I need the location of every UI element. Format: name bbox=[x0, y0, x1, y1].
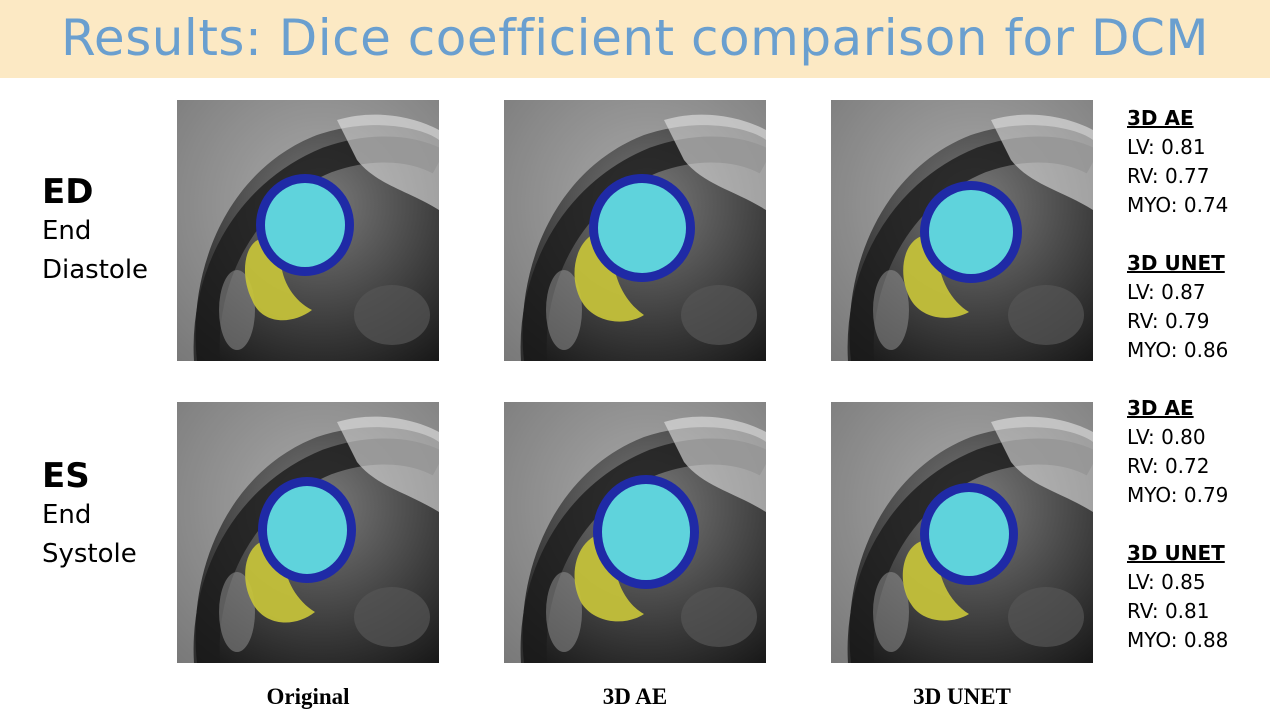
mri-panel-ed-3d-unet bbox=[831, 100, 1093, 361]
score-rv: RV: 0.81 bbox=[1127, 599, 1210, 623]
score-header: 3D AE bbox=[1127, 106, 1194, 130]
lv-segmentation bbox=[267, 486, 347, 574]
mri-image bbox=[177, 402, 439, 663]
score-myo: MYO: 0.79 bbox=[1127, 483, 1229, 507]
row-label-es: ES End Systole bbox=[42, 456, 137, 574]
score-rv: RV: 0.72 bbox=[1127, 454, 1210, 478]
scores-ed: 3D AE LV: 0.81 RV: 0.77 MYO: 0.74 3D UNE… bbox=[1127, 104, 1228, 365]
rv-segmentation bbox=[903, 235, 969, 318]
caption-original: Original bbox=[266, 684, 350, 709]
lv-segmentation bbox=[265, 183, 345, 267]
row-line: End bbox=[42, 216, 92, 246]
slide-title: Results: Dice coefficient comparison for… bbox=[60, 9, 1210, 67]
mri-panel-es-original bbox=[177, 402, 439, 663]
mri-panel-ed-3d-ae bbox=[504, 100, 766, 361]
caption-3d-ae: 3D AE bbox=[602, 684, 668, 709]
rv-segmentation bbox=[245, 540, 315, 623]
title-banner bbox=[0, 0, 1270, 78]
row-abbr: ES bbox=[42, 456, 90, 496]
rv-segmentation bbox=[574, 230, 644, 322]
row-label-ed: ED End Diastole bbox=[42, 172, 148, 290]
score-rv: RV: 0.79 bbox=[1127, 309, 1210, 333]
row-line: Diastole bbox=[42, 255, 149, 285]
mri-panel-es-3d-ae bbox=[504, 402, 766, 663]
score-header: 3D UNET bbox=[1127, 541, 1225, 565]
mri-image bbox=[831, 100, 1093, 361]
mri-image bbox=[504, 402, 766, 663]
scores-es: 3D AE LV: 0.80 RV: 0.72 MYO: 0.79 3D UNE… bbox=[1127, 394, 1228, 655]
score-lv: LV: 0.81 bbox=[1127, 135, 1206, 159]
mri-image bbox=[831, 402, 1093, 663]
row-line: End bbox=[42, 500, 92, 530]
rv-segmentation bbox=[902, 539, 969, 621]
score-myo: MYO: 0.88 bbox=[1127, 628, 1229, 652]
mri-panel-ed-original bbox=[177, 100, 439, 361]
rv-segmentation bbox=[574, 532, 644, 622]
score-lv: LV: 0.87 bbox=[1127, 280, 1206, 304]
score-rv: RV: 0.77 bbox=[1127, 164, 1210, 188]
lv-segmentation bbox=[929, 190, 1013, 274]
lv-segmentation bbox=[929, 492, 1009, 576]
score-lv: LV: 0.80 bbox=[1127, 425, 1206, 449]
lv-segmentation bbox=[598, 183, 686, 273]
rv-segmentation bbox=[244, 238, 312, 321]
score-myo: MYO: 0.74 bbox=[1127, 193, 1229, 217]
mri-panel-es-3d-unet bbox=[831, 402, 1093, 663]
lv-segmentation bbox=[602, 484, 690, 580]
row-abbr: ED bbox=[42, 172, 94, 212]
score-myo: MYO: 0.86 bbox=[1127, 338, 1229, 362]
mri-image bbox=[177, 100, 439, 361]
score-header: 3D AE bbox=[1127, 396, 1194, 420]
row-line: Systole bbox=[42, 539, 137, 569]
score-lv: LV: 0.85 bbox=[1127, 570, 1206, 594]
caption-3d-unet: 3D UNET bbox=[913, 684, 1011, 709]
mri-image bbox=[504, 100, 766, 361]
score-header: 3D UNET bbox=[1127, 251, 1225, 275]
